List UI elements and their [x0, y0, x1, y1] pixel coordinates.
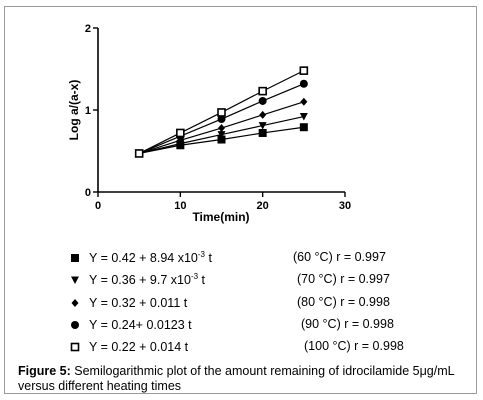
- data-point: [71, 299, 79, 307]
- data-point: [300, 97, 308, 106]
- data-point: [258, 96, 267, 105]
- data-point: [71, 276, 79, 284]
- equation-tail: t: [205, 251, 212, 266]
- y-tick-label: 1: [85, 105, 91, 117]
- legend-condition: (60 °C) r = 0.997: [293, 250, 386, 264]
- plot-area: 0 10 20 30 0 1 2 Time(min) Log a/(a-x): [67, 23, 351, 224]
- data-point: [259, 110, 267, 119]
- caption-text: Semilogarithmic plot of the amount remai…: [18, 364, 455, 393]
- data-point: [70, 342, 80, 352]
- figure-caption: Figure 5: Semilogarithmic plot of the am…: [18, 364, 464, 394]
- legend-condition: (100 °C) r = 0.998: [304, 339, 404, 353]
- data-point: [299, 113, 308, 121]
- equation-exponent: -3: [197, 250, 206, 259]
- data-point: [299, 79, 308, 88]
- legend-equation: Y = 0.32 + 0.011 t: [89, 295, 187, 310]
- x-tick-label: 0: [95, 200, 101, 212]
- data-point: [217, 115, 226, 124]
- data-point: [258, 122, 267, 130]
- data-point: [217, 108, 226, 117]
- data-point: [176, 128, 185, 138]
- data-point: [71, 321, 79, 329]
- x-tick-label: 10: [174, 200, 186, 212]
- data-point: [218, 124, 225, 133]
- y-tick-label: 2: [85, 23, 91, 35]
- legend-marker: [71, 254, 79, 262]
- x-tick-label: 30: [339, 200, 351, 212]
- legend-marker: [71, 321, 79, 329]
- legend-equation: Y = 0.36 + 9.7 x10-3 t: [89, 272, 205, 287]
- equation-main: Y = 0.24+ 0.0123 t: [89, 318, 192, 333]
- x-axis-label: Time(min): [192, 210, 249, 224]
- legend-marker: [71, 276, 79, 284]
- equation-tail: t: [198, 273, 206, 288]
- caption-label: Figure 5:: [18, 364, 71, 378]
- legend-condition: (90 °C) r = 0.998: [301, 317, 394, 331]
- figure-frame: [4, 6, 477, 394]
- legend-equation: Y = 0.24+ 0.0123 t: [89, 317, 192, 332]
- equation-main: Y = 0.36 + 9.7 x10: [89, 273, 191, 288]
- data-point: [217, 131, 226, 139]
- legend-condition: (80 °C) r = 0.998: [297, 295, 390, 309]
- data-point: [258, 128, 267, 137]
- legend-equation: Y = 0.22 + 0.014 t: [89, 339, 188, 354]
- data-point: [299, 123, 308, 132]
- data-point: [71, 254, 79, 262]
- y-axis-label: Log a/(a-x): [67, 80, 81, 141]
- legend-equation: Y = 0.42 + 8.94 x10-3 t: [89, 250, 212, 265]
- y-tick-label: 0: [85, 187, 91, 199]
- data-point: [299, 66, 309, 75]
- data-point: [258, 86, 267, 96]
- equation-main: Y = 0.22 + 0.014 t: [89, 340, 189, 355]
- data-point: [217, 135, 226, 144]
- legend-condition: (70 °C) r = 0.997: [297, 272, 390, 286]
- equation-main: Y = 0.42 + 8.94 x10: [89, 251, 198, 266]
- legend-marker: [71, 299, 79, 307]
- equation-main: Y = 0.32 + 0.011 t: [89, 296, 188, 311]
- equation-exponent: -3: [190, 272, 199, 281]
- x-tick-label: 20: [257, 200, 269, 212]
- data-point: [134, 149, 144, 158]
- legend-marker: [70, 342, 80, 352]
